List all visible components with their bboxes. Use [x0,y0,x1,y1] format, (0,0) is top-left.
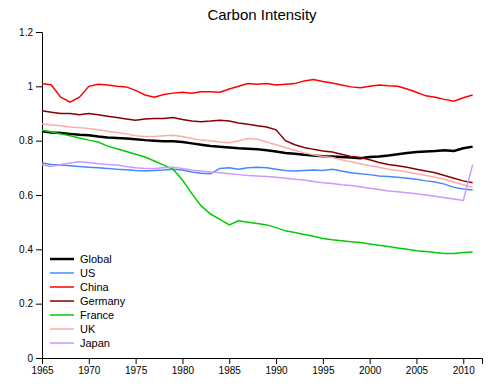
tick: 2010 [453,358,476,376]
axis-line [36,33,43,359]
series-line [42,124,473,188]
tick: 1995 [312,358,335,376]
y-axis: 0 0.2 0.4 0.6 0.8 1 1.2 [19,27,42,364]
tick-label: 1 [27,81,33,92]
tick-mark [136,358,137,364]
legend-label: Japan [80,337,110,349]
legend-item: Germany [50,295,126,307]
tick: 0 [27,353,42,364]
tick-label: 0.2 [19,298,33,309]
tick-mark [323,358,324,364]
tick: 0.8 [19,135,42,146]
legend-label: France [80,309,114,321]
tick: 1.2 [19,27,42,38]
tick-label: 1970 [78,365,101,376]
legend-label: Germany [80,295,126,307]
legend-item: UK [50,323,96,335]
tick-mark [36,32,42,33]
legend-item: Global [50,253,112,265]
tick-label: 1.2 [19,27,33,38]
tick-label: 1990 [265,365,288,376]
tick: 1970 [78,358,101,376]
legend-label: Global [80,253,112,265]
legend-item: China [50,281,110,293]
tick-label: 1975 [125,365,148,376]
tick-mark [463,358,464,364]
legend: Global US China Germany France UK Japan [50,253,126,349]
legend-item: US [50,267,95,279]
tick-label: 1980 [172,365,195,376]
tick: 1985 [219,358,242,376]
tick: 0.4 [19,244,42,255]
tick: 1975 [125,358,148,376]
tick-label: 0.4 [19,244,33,255]
tick-mark [89,358,90,364]
legend-swatch [50,272,74,274]
legend-item: Japan [50,337,110,349]
tick-label: 1965 [31,365,54,376]
plot: 1965 1970 1975 1980 1985 1990 1995 2000 2005 2010… [19,27,482,376]
legend-swatch [50,286,74,288]
tick-mark [416,358,417,364]
legend-swatch [50,314,74,316]
tick-label: 0 [27,353,33,364]
tick-mark [36,141,42,142]
tick-mark [182,358,183,364]
legend-label: UK [80,323,96,335]
tick: 1 [27,81,42,92]
title: Carbon Intensity [207,6,317,23]
legend-label: US [80,267,95,279]
series-line [42,131,473,158]
tick-mark [276,358,277,364]
tick-mark [36,195,42,196]
tick: 0.2 [19,298,42,309]
series-line [42,162,473,201]
tick: 2005 [406,358,429,376]
legend-swatch [50,328,74,330]
tick-mark [36,86,42,87]
legend-swatch [50,342,74,344]
legend-swatch [50,300,74,302]
tick: 1965 [31,358,54,376]
tick-mark [370,358,371,364]
tick-label: 2005 [406,365,429,376]
legend-swatch [50,258,74,261]
chart: 1965 1970 1975 1980 1985 1990 1995 2000 2005 2010… [0,0,500,388]
tick-label: 2010 [453,365,476,376]
tick-label: 1995 [312,365,335,376]
tick-label: 0.8 [19,135,33,146]
tick-mark [36,249,42,250]
tick-mark [36,304,42,305]
tick-mark [36,358,42,359]
tick-label: 0.6 [19,190,33,201]
tick: 0.6 [19,190,42,201]
tick-label: 1985 [219,365,242,376]
tick-mark [229,358,230,364]
tick: 1990 [265,358,288,376]
legend-item: France [50,309,114,321]
tick-label: 2000 [359,365,382,376]
lines [42,80,473,254]
tick: 1980 [172,358,195,376]
series-line [42,80,473,103]
x-axis: 1965 1970 1975 1980 1985 1990 1995 2000 2005 2010 [31,358,482,376]
series-line [42,130,473,253]
tick: 2000 [359,358,382,376]
axis-line [43,359,483,365]
legend-label: China [80,281,110,293]
